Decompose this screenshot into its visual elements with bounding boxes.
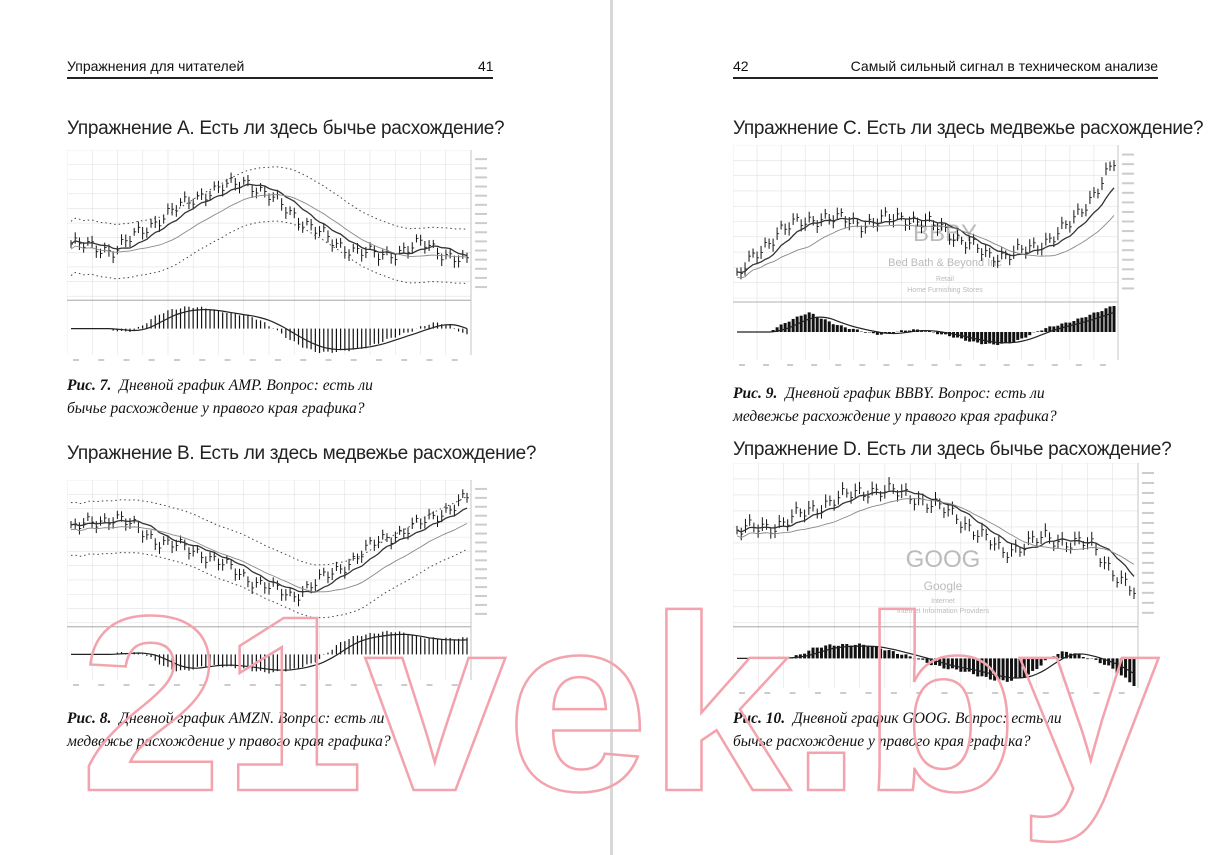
chart-company: Bed Bath & Beyond Inc [888,257,1002,269]
moving-average [70,183,468,257]
caption-line: Дневной график BBBY. Вопрос: есть ли [785,385,1045,402]
caption-label: Рис. 10. [733,710,786,727]
caption-label: Рис. 8. [67,710,112,727]
chart-ticker: BBBY [913,220,977,247]
caption-line: Дневной график AMP. Вопрос: есть ли [119,377,373,394]
page-number: 41 [478,58,494,74]
exercise-heading: Упражнение D. Есть ли здесь бычье расхож… [733,439,1172,460]
spine [610,0,613,855]
chart-company: Google [924,579,963,593]
chart-ticker: GOOG [906,546,981,573]
macd-line [71,633,468,671]
caption-label: Рис. 7. [67,377,112,394]
header-rule [733,77,1158,79]
caption-line: медвежье расхождение у правого края граф… [733,408,1057,425]
chart-sector: Internet [931,598,955,605]
envelope [70,220,468,285]
header-rule [67,77,493,79]
chart-industry: Internet Information Providers [897,608,990,615]
caption: Рис. 8. Дневной график AMZN. Вопрос: ест… [67,707,391,753]
running-title: Самый сильный сигнал в техническом анали… [850,58,1158,74]
exercise-heading: Упражнение A. Есть ли здесь бычье расхож… [67,118,505,139]
chart-industry: Home Furnishing Stores [907,287,983,294]
caption-line: Дневной график AMZN. Вопрос: есть ли [119,710,385,727]
chart-image [67,150,493,365]
moving-average [70,194,468,258]
running-title: Упражнения для читателей [67,58,245,74]
moving-average [736,215,1115,279]
macd-line [737,311,1115,344]
chart-image: BBBY Bed Bath & Beyond Inc Retail Home F… [733,145,1140,370]
chart-sector: Retail [936,276,954,283]
macd-line [737,645,1135,679]
envelope [70,496,468,566]
exercise-heading: Упражнение B. Есть ли здесь медвежье рас… [67,443,537,464]
chart-image: GOOG Google Internet Internet Informatio… [733,463,1160,698]
macd-line [71,308,468,351]
caption-line: бычье расхождение у правого края графика… [733,733,1031,750]
caption-line: медвежье расхождение у правого края граф… [67,733,391,750]
moving-average [736,187,1115,274]
caption-label: Рис. 9. [733,385,778,402]
moving-average [70,507,468,593]
caption-line: бычье расхождение у правого края графика… [67,400,365,417]
caption: Рис. 9. Дневной график BBBY. Вопрос: ест… [733,382,1057,428]
caption-line: Дневной график GOOG. Вопрос: есть ли [792,710,1062,727]
exercise-heading: Упражнение C. Есть ли здесь медвежье рас… [733,118,1204,139]
moving-average [736,489,1135,577]
moving-average [736,498,1135,565]
caption: Рис. 7. Дневной график AMP. Вопрос: есть… [67,374,373,420]
moving-average [70,523,468,593]
chart-image [67,480,493,690]
page-number: 42 [733,58,749,74]
caption: Рис. 10. Дневной график GOOG. Вопрос: ес… [733,707,1062,753]
envelope [70,166,468,230]
envelope [70,548,468,619]
